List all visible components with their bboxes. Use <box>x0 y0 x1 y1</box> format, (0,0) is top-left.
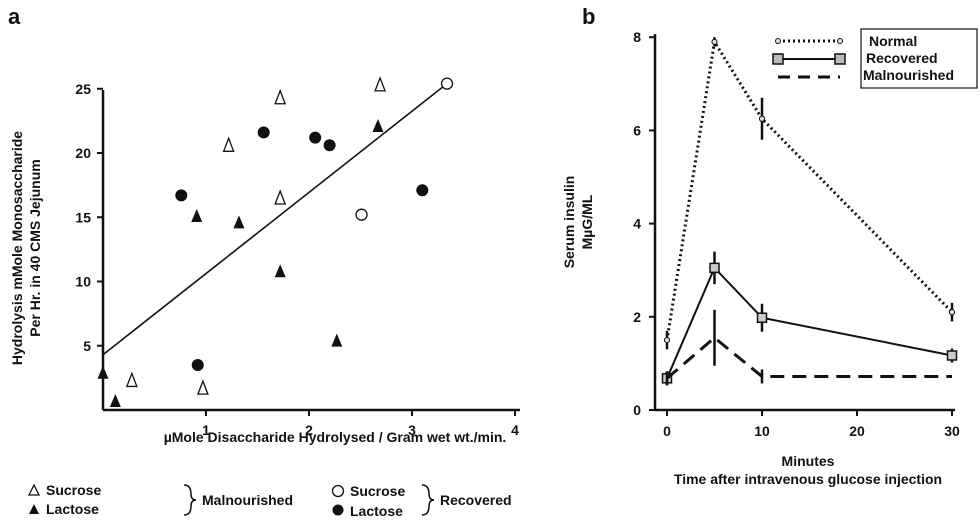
x-tick-label: 3 <box>408 422 416 438</box>
y-tick-label: 2 <box>633 309 641 325</box>
filled-circle-point <box>416 184 429 197</box>
filled-triangle-point <box>233 215 245 229</box>
filled-circle-point <box>323 139 336 152</box>
data-point-normal <box>758 115 766 122</box>
y-tick-label: 8 <box>633 29 641 45</box>
y-tick-label: 20 <box>75 145 91 161</box>
series-line-normal <box>665 37 954 341</box>
y-tick-label: 25 <box>75 81 91 97</box>
data-point-recovered <box>756 312 768 323</box>
panel-a-legend: Sucrose Lactose Malnourished Sucrose Lac… <box>27 482 512 519</box>
panel-a-label: a <box>8 4 21 29</box>
legend-group-label: Malnourished <box>202 492 293 508</box>
y-tick-label: 5 <box>83 338 91 354</box>
open-triangle-point <box>125 371 138 388</box>
open-triangle-point <box>374 76 387 92</box>
panel-a: a 1 2 3 4 5 10 15 20 25 µMole Disaccharide Hydr… <box>8 4 520 519</box>
legend-label: Lactose <box>46 501 99 517</box>
legend-label: Sucrose <box>46 482 101 498</box>
panel-a-points <box>97 76 454 408</box>
legend-label-normal: Normal <box>869 33 917 49</box>
legend-label: Sucrose <box>350 483 405 499</box>
panel-a-y-ticks: 5 10 15 20 25 <box>75 81 103 354</box>
open-circle-point <box>355 208 368 221</box>
y-tick-label: 10 <box>75 274 91 290</box>
panel-a-y-label-2: Per Hr. in 40 CMS Jejunum <box>27 159 43 336</box>
open-triangle-point <box>222 136 235 152</box>
x-tick-label: 0 <box>663 423 671 439</box>
data-point-recovered <box>946 350 958 361</box>
panel-b-x-ticks: 0 10 20 30 <box>663 410 960 439</box>
panel-b: b 0 10 20 30 0 2 4 6 8 Minutes Time after intra… <box>561 4 978 487</box>
y-tick-label: 0 <box>633 402 641 418</box>
panel-a-x-label: µMole Disaccharide Hydrolysed / Gram wet… <box>164 429 507 445</box>
legend-marker-icon <box>775 38 781 44</box>
legend-filled-circle-icon <box>332 504 344 516</box>
legend-group-label: Recovered <box>440 492 512 508</box>
panel-a-fit-line <box>102 82 448 356</box>
x-tick-label: 30 <box>944 423 960 439</box>
x-tick-label: 20 <box>849 423 865 439</box>
panel-b-y-ticks: 0 2 4 6 8 <box>633 29 655 418</box>
open-triangle-point <box>274 88 287 105</box>
legend-filled-triangle-icon <box>29 504 39 514</box>
panel-a-x-ticks: 1 2 3 4 <box>202 410 519 438</box>
open-triangle-point <box>274 189 287 205</box>
x-tick-label: 10 <box>754 423 770 439</box>
open-triangle-point <box>196 379 209 395</box>
panel-b-y-label: Serum insulin <box>561 176 577 269</box>
filled-triangle-point <box>274 264 286 278</box>
legend-label-recovered: Recovered <box>866 50 938 66</box>
data-point-normal <box>663 337 671 344</box>
filled-circle-point <box>191 359 204 372</box>
series-line-malnourished <box>666 335 952 380</box>
filled-circle-point <box>309 131 322 144</box>
legend-box <box>860 28 978 89</box>
legend-marker-icon <box>837 38 843 44</box>
legend-label-malnourished: Malnourished <box>863 67 954 83</box>
legend-open-triangle-icon <box>27 483 41 496</box>
filled-triangle-point <box>109 394 121 408</box>
legend-brace <box>421 484 435 516</box>
filled-triangle-point <box>331 333 343 347</box>
x-tick-label: 4 <box>511 422 519 438</box>
y-tick-label: 15 <box>75 209 91 225</box>
legend-open-circle-icon <box>331 484 345 498</box>
y-tick-label: 4 <box>633 216 641 232</box>
x-tick-label: 2 <box>305 422 313 438</box>
panel-b-x-label: Minutes <box>782 453 835 469</box>
x-tick-label: 1 <box>202 422 210 438</box>
panel-a-y-label: Hydrolysis mMole Monosaccharide <box>9 131 25 365</box>
panel-b-y-label-2: MµG/ML <box>579 194 595 249</box>
filled-triangle-point <box>97 365 109 379</box>
data-point-normal <box>948 309 956 316</box>
filled-circle-point <box>257 126 270 139</box>
series-line-recovered <box>666 266 953 379</box>
filled-triangle-point <box>191 208 203 222</box>
panel-b-x-label-2: Time after intravenous glucose injection <box>674 471 942 487</box>
panel-b-legend: Normal Recovered Malnourished <box>772 28 978 89</box>
data-point-normal <box>711 38 718 45</box>
y-tick-label: 6 <box>633 122 641 138</box>
data-point-recovered <box>709 262 720 274</box>
legend-square-icon <box>772 53 784 65</box>
filled-triangle-point <box>372 119 384 133</box>
legend-label: Lactose <box>350 503 403 519</box>
panel-b-series <box>661 37 958 386</box>
panel-b-label: b <box>582 4 595 29</box>
legend-brace <box>183 484 197 516</box>
filled-circle-point <box>175 189 188 202</box>
legend-square-icon <box>834 53 846 65</box>
open-circle-point <box>440 77 454 90</box>
